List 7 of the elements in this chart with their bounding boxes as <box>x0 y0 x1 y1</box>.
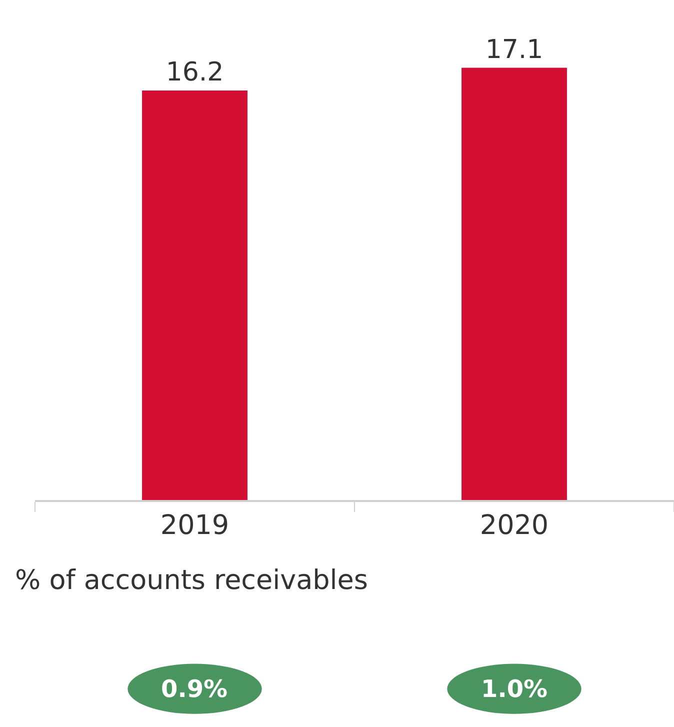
data-label: 17.1 <box>485 34 544 65</box>
x-tick-label: 2019 <box>160 510 230 542</box>
text: 0.9% <box>161 675 228 703</box>
text: 1.0% <box>481 675 548 703</box>
data-label: 16.2 <box>166 58 224 88</box>
text: % of accounts receivables <box>15 565 368 596</box>
x-tick-label: 2020 <box>480 510 549 542</box>
